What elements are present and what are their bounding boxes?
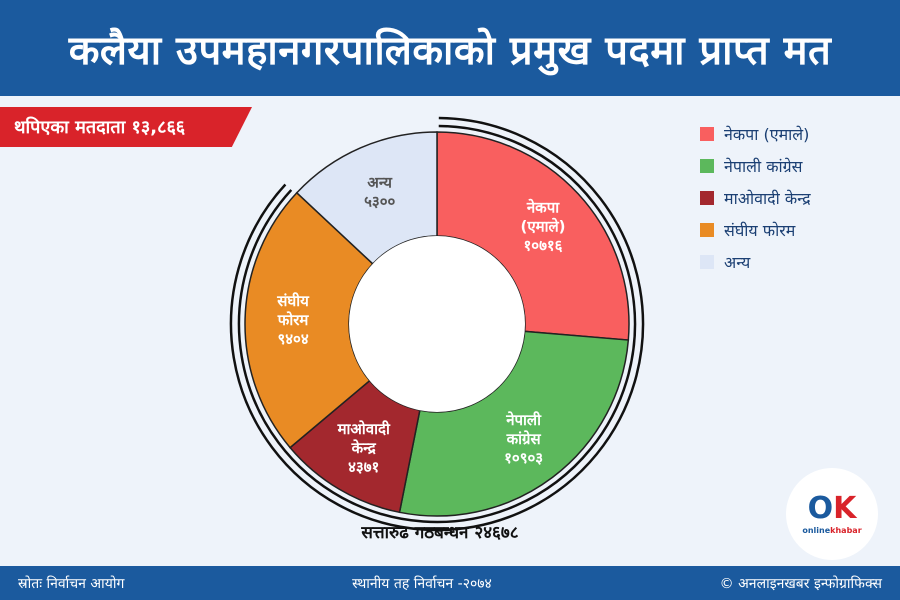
legend-label: अन्य <box>724 253 751 272</box>
slice-label-line: केन्द्र <box>351 439 377 457</box>
source-note: स्रोतः निर्वाचन आयोग <box>18 575 125 592</box>
header-bar: कलैया उपमहानगरपालिकाको प्रमुख पदमा प्राप… <box>0 0 900 96</box>
slice-label-line: १०७१६ <box>523 237 562 255</box>
slice-label-3: माओवादी केन्द्र ४३७१ <box>337 420 391 476</box>
legend-label: नेपाली कांग्रेस <box>724 157 803 176</box>
legend-swatch <box>700 255 714 269</box>
chart-legend: नेकपा (एमाले) नेपाली कांग्रेस माओवादी केन्… <box>700 118 890 278</box>
coalition-bracket <box>229 116 645 532</box>
slice-label-line: ४३७१ <box>348 458 379 476</box>
legend-item: नेपाली कांग्रेस <box>700 150 890 182</box>
logo-mark: OK <box>807 490 857 526</box>
legend-swatch <box>700 127 714 141</box>
slice-label-line: फोरम <box>277 311 310 329</box>
onlinekhabar-logo: OK onlinekhabar <box>786 468 878 560</box>
coalition-annotation: सत्तारुढ गठबन्धन २४६७८ <box>361 523 519 543</box>
slice-label-line: संघीय <box>276 292 310 310</box>
slice-label-line: नेपाली <box>505 411 542 429</box>
legend-swatch <box>700 159 714 173</box>
added-voters-badge: थपिएका मतदाता १३,८६६ <box>0 107 252 147</box>
coalition-bracket-arc-2 <box>229 116 645 532</box>
slice-label-line: ९४०४ <box>277 330 308 348</box>
donut-hole <box>349 236 525 412</box>
legend-item: नेकपा (एमाले) <box>700 118 890 150</box>
legend-item: संघीय फोरम <box>700 214 890 246</box>
legend-label: नेकपा (एमाले) <box>724 125 810 144</box>
slice-label-1: नेकपा (एमाले) १०७१६ <box>520 199 565 255</box>
legend-label: संघीय फोरम <box>724 221 796 240</box>
legend-item: माओवादी केन्द्र <box>700 182 890 214</box>
slice-label-line: माओवादी <box>337 420 391 438</box>
slice-label-4: संघीय फोरम ९४०४ <box>276 292 310 348</box>
slice-label-2: नेपाली कांग्रेस १०९०३ <box>504 411 543 467</box>
slice-label-line: कांग्रेस <box>506 430 542 448</box>
election-note: स्थानीय तह निर्वाचन -२०७४ <box>352 575 492 592</box>
logo-wordmark: onlinekhabar <box>802 525 862 535</box>
slice-label-line: ५३०० <box>364 192 395 210</box>
page-title: कलैया उपमहानगरपालिकाको प्रमुख पदमा प्राप… <box>68 27 832 74</box>
slice-label-line: अन्य <box>367 173 393 191</box>
slice-label-line: नेकपा <box>526 199 560 217</box>
legend-swatch <box>700 223 714 237</box>
legend-swatch <box>700 191 714 205</box>
legend-label: माओवादी केन्द्र <box>724 189 811 208</box>
slice-label-5: अन्य ५३०० <box>364 173 395 210</box>
legend-item: अन्य <box>700 246 890 278</box>
coalition-bracket-arc-1 <box>237 124 637 524</box>
donut-chart: नेकपा (एमाले) १०७१६ नेपाली कांग्रेस १०९०३ माओव… <box>229 116 645 532</box>
slice-label-line: (एमाले) <box>520 218 565 236</box>
slice-label-line: १०९०३ <box>504 449 543 467</box>
credit-note: © अनलाइनखबर इन्फोग्राफिक्स <box>719 575 882 592</box>
footer-bar: स्रोतः निर्वाचन आयोग स्थानीय तह निर्वाचन… <box>0 566 900 600</box>
